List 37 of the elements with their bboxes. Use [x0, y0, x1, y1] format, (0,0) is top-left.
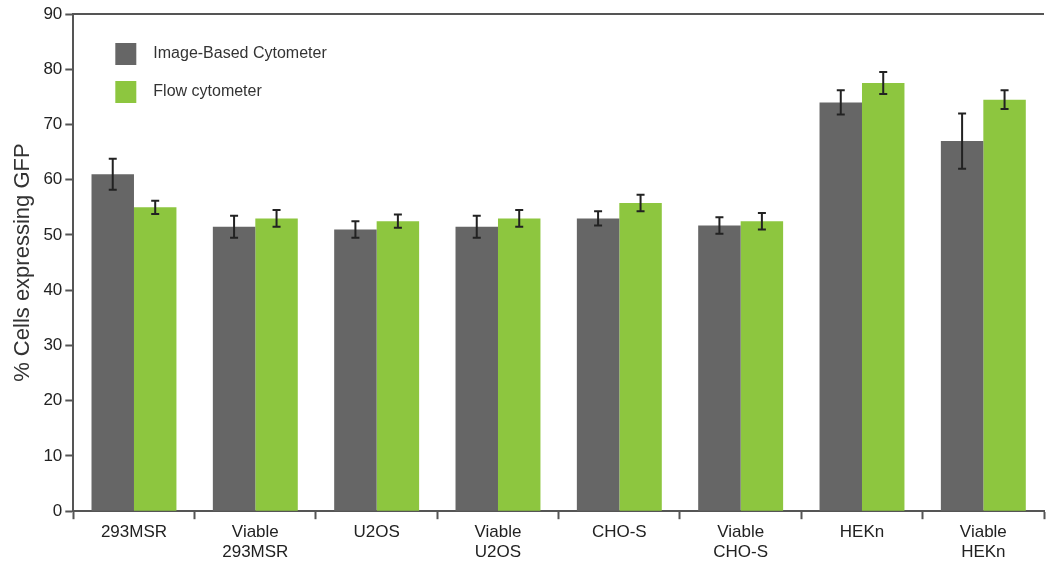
x-tick-label: Viable HEKn — [959, 522, 1007, 562]
y-tick-label: 40 — [43, 279, 63, 299]
y-tick-label: 60 — [43, 169, 63, 189]
y-tick-label: 70 — [43, 114, 63, 134]
bar — [698, 225, 741, 511]
x-tick-label: Viable CHO-S — [713, 522, 769, 562]
y-tick-label: 80 — [43, 58, 63, 78]
y-axis-title: % Cells expressing GFP — [9, 143, 35, 382]
bar — [983, 99, 1026, 511]
bar — [376, 221, 420, 511]
bar — [940, 141, 984, 511]
y-tick-label: 10 — [43, 445, 63, 465]
legend-label: Flow cytometer — [153, 82, 263, 100]
x-tick-label: HEKn — [839, 522, 885, 542]
bar — [497, 218, 541, 511]
x-tick-label: CHO-S — [591, 522, 647, 542]
bar — [255, 218, 298, 511]
y-tick-label: 20 — [43, 390, 63, 410]
bar — [819, 102, 862, 511]
legend-label: Image-Based Cytometer — [153, 44, 328, 62]
bar — [91, 174, 134, 511]
bar — [212, 226, 256, 511]
y-tick-label: 30 — [43, 335, 63, 355]
bar — [455, 226, 498, 511]
x-tick-label: Viable 293MSR — [222, 522, 289, 562]
x-tick-label: 293MSR — [100, 522, 168, 542]
bar — [862, 83, 905, 511]
y-tick-label: 50 — [43, 224, 63, 244]
y-tick-label: 0 — [52, 500, 63, 520]
bar — [619, 202, 662, 511]
bar — [133, 207, 177, 511]
x-tick-label: Viable U2OS — [474, 522, 522, 562]
bar — [576, 218, 620, 511]
bar — [334, 229, 377, 511]
y-tick-label: 90 — [43, 3, 63, 23]
bar — [740, 221, 784, 511]
x-tick-label: U2OS — [353, 522, 400, 542]
